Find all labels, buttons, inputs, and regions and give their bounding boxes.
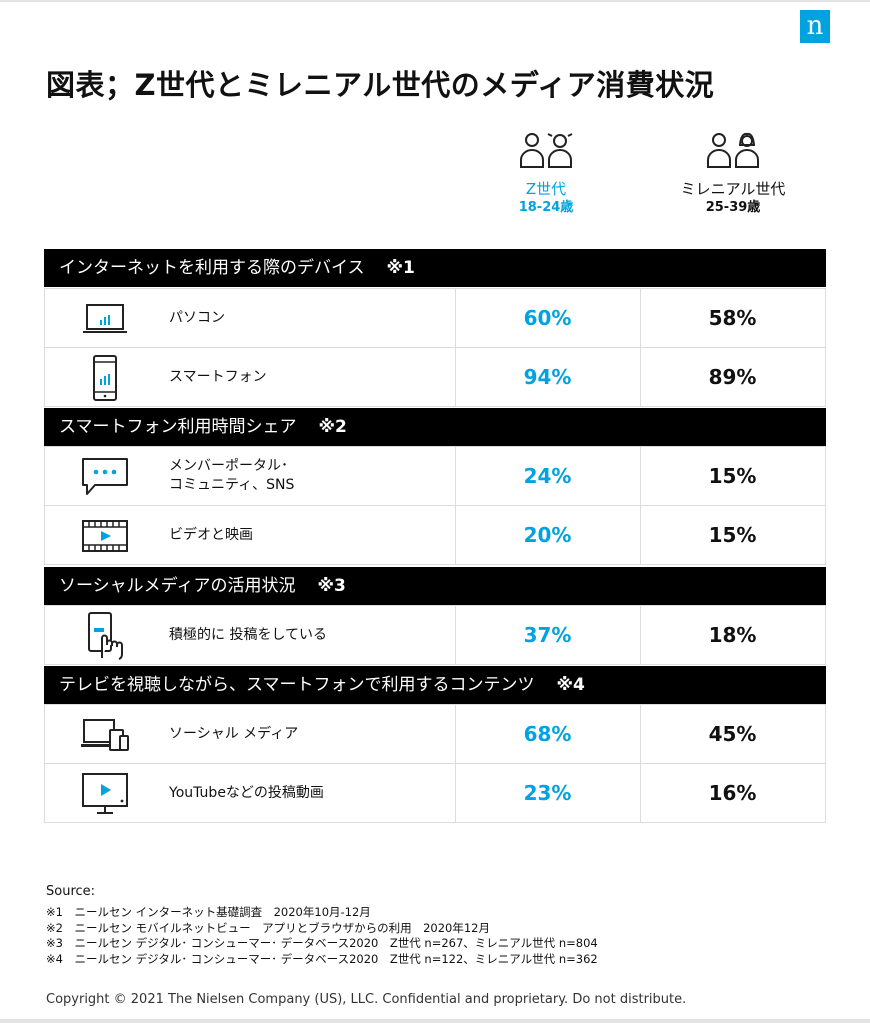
gen-z-age: 18-24歳 — [518, 200, 574, 215]
column-divider — [455, 506, 456, 564]
top-border — [0, 0, 870, 2]
column-divider — [455, 348, 456, 406]
column-divider — [640, 506, 641, 564]
row-label: 積極的に 投稿をしている — [169, 626, 328, 643]
nielsen-logo: n — [800, 10, 830, 43]
millennial-value: 15% — [708, 523, 757, 547]
hand-touch-phone-icon — [75, 612, 135, 660]
table-row-video-movies: ビデオと映画 20% 15% — [44, 505, 826, 565]
section-header-social-usage: ソーシャルメディアの活用状況 ※3 — [44, 567, 826, 605]
gen-z-value: 23% — [523, 781, 572, 805]
gen-z-value: 60% — [523, 306, 572, 330]
table-row-smartphone: スマートフォン 94% 89% — [44, 347, 826, 407]
section-note-ref: ※2 — [318, 417, 347, 437]
gen-z-value: 37% — [523, 623, 572, 647]
section-note-ref: ※3 — [317, 576, 346, 596]
gen-z-value: 68% — [523, 722, 572, 746]
source-note: ※2 ニールセン モバイルネットビュー アプリとブラウザからの利用 2020年1… — [46, 920, 491, 935]
table-row-pc: パソコン 60% 58% — [44, 288, 826, 348]
row-label: スマートフォン — [169, 368, 267, 385]
gen-z-value: 20% — [523, 523, 572, 547]
column-header-millennial: ミレニアル世代 25-39歳 — [668, 131, 798, 217]
section-header-devices: インターネットを利用する際のデバイス ※1 — [44, 249, 826, 287]
source-note: ※1 ニールセン インターネット基礎調査 2020年10月-12月 — [46, 905, 371, 919]
section-note-ref: ※4 — [556, 675, 585, 695]
section-header-smartphone-time: スマートフォン利用時間シェア ※2 — [44, 408, 826, 446]
millennial-value: 58% — [708, 306, 757, 330]
source-label: Source: — [46, 884, 96, 899]
row-label: ソーシャル メディア — [169, 725, 299, 742]
section-note-ref: ※1 — [386, 258, 415, 278]
gen-z-people-icon — [520, 133, 573, 168]
section-title: インターネットを利用する際のデバイス — [59, 258, 365, 278]
millennial-value: 16% — [708, 781, 757, 805]
column-divider — [455, 764, 456, 822]
row-label: YouTubeなどの投稿動画 — [169, 784, 324, 801]
film-strip-icon — [75, 514, 135, 558]
column-divider — [455, 705, 456, 763]
multi-device-icon — [75, 713, 135, 757]
column-header-gen-z: Z世代 18-24歳 — [491, 131, 601, 217]
millennial-age: 25-39歳 — [705, 200, 761, 215]
column-divider — [455, 289, 456, 347]
chat-bubble-icon — [75, 455, 135, 499]
millennial-value: 45% — [708, 722, 757, 746]
source-note: ※4 ニールセン デジタル･ コンシューマー･ データベース2020 Z世代 n… — [46, 951, 598, 966]
section-title: テレビを視聴しながら、スマートフォンで利用するコンテンツ — [59, 675, 535, 695]
table-row-youtube-videos: YouTubeなどの投稿動画 23% 16% — [44, 763, 826, 823]
column-divider — [640, 447, 641, 505]
column-divider — [640, 348, 641, 406]
source-notes: ※1 ニールセン インターネット基礎調査 2020年10月-12月 ※2 ニール… — [46, 905, 598, 967]
section-header-tv-second-screen: テレビを視聴しながら、スマートフォンで利用するコンテンツ ※4 — [44, 666, 826, 704]
source-note: ※3 ニールセン デジタル･ コンシューマー･ データベース2020 Z世代 n… — [46, 936, 598, 950]
column-divider — [640, 289, 641, 347]
column-divider — [640, 705, 641, 763]
gen-z-value: 94% — [523, 365, 572, 389]
column-divider — [455, 447, 456, 505]
row-label: ビデオと映画 — [169, 526, 253, 543]
gen-z-label: Z世代 — [525, 180, 567, 198]
table-row-community-sns: メンバーポータル･ コミュニティ、SNS 24% 15% — [44, 446, 826, 506]
millennial-label: ミレニアル世代 — [680, 180, 786, 198]
millennial-people-icon — [707, 132, 759, 168]
column-divider — [640, 764, 641, 822]
monitor-play-icon — [75, 772, 135, 816]
gen-z-value: 24% — [523, 464, 572, 488]
smartphone-icon — [75, 355, 135, 401]
bottom-border — [0, 1019, 870, 1023]
laptop-icon — [75, 297, 135, 341]
column-divider — [455, 606, 456, 664]
copyright-text: Copyright © 2021 The Nielsen Company (US… — [46, 992, 687, 1007]
millennial-value: 89% — [708, 365, 757, 389]
table-row-social-media: ソーシャル メディア 68% 45% — [44, 704, 826, 764]
row-label: パソコン — [169, 309, 225, 326]
millennial-value: 18% — [708, 623, 757, 647]
row-label: メンバーポータル･ コミュニティ、SNS — [169, 458, 295, 493]
column-divider — [640, 606, 641, 664]
section-title: スマートフォン利用時間シェア — [59, 417, 297, 437]
millennial-value: 15% — [708, 464, 757, 488]
page-title: 図表；Z世代とミレニアル世代のメディア消費状況 — [46, 68, 715, 102]
section-title: ソーシャルメディアの活用状況 — [59, 576, 296, 596]
table-row-active-posting: 積極的に 投稿をしている 37% 18% — [44, 605, 826, 665]
